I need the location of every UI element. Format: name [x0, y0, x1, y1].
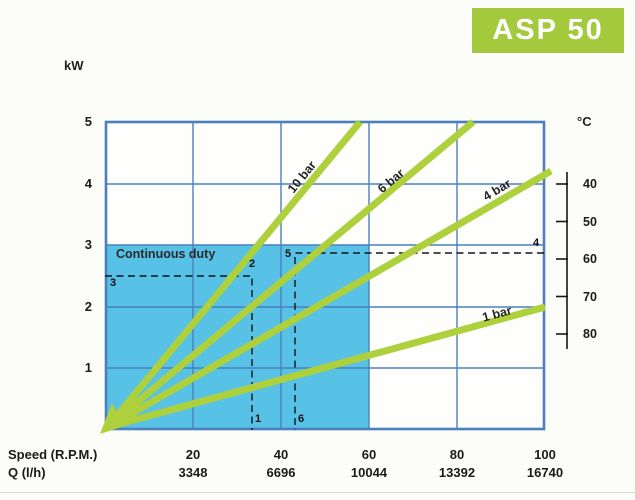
curve-4bar — [110, 167, 553, 429]
marker-2: 2 — [248, 258, 256, 270]
continuous-duty-label: Continuous duty — [116, 247, 216, 261]
speed-tick-60: 60 — [361, 447, 377, 462]
flow-tick-10044: 10044 — [350, 465, 388, 480]
marker-5: 5 — [284, 248, 292, 260]
speed-axis-label: Speed (R.P.M.) — [8, 447, 98, 462]
power-tick-3: 3 — [84, 237, 92, 252]
marker-6: 6 — [297, 413, 305, 425]
marker-3: 3 — [109, 277, 117, 289]
speed-tick-80: 80 — [449, 447, 465, 462]
marker-4: 4 — [532, 237, 540, 249]
curve-10bar — [108, 119, 363, 426]
pressure-curves — [108, 119, 553, 430]
temp-tick-50: 50 — [583, 215, 597, 229]
curves-origin-arrowhead-icon — [100, 403, 124, 434]
curve-1bar — [111, 303, 546, 430]
product-badge: ASP 50 — [472, 8, 624, 53]
temp-axis-unit-label: °C — [577, 114, 592, 129]
product-badge-label: ASP 50 — [492, 14, 604, 46]
speed-tick-100: 100 — [534, 447, 556, 462]
guide-point-456 — [294, 252, 544, 430]
flow-tick-3348: 3348 — [178, 465, 208, 480]
power-tick-4: 4 — [84, 176, 92, 191]
power-tick-1: 1 — [84, 360, 92, 375]
guide-point-123 — [105, 275, 253, 430]
flow-axis-label: Q (l/h) — [8, 465, 46, 480]
temp-tick-80: 80 — [583, 327, 597, 341]
curve-6bar — [108, 119, 476, 427]
temp-axis — [556, 172, 568, 349]
marker-1: 1 — [254, 413, 262, 425]
temp-tick-60: 60 — [583, 252, 597, 266]
flow-tick-13392: 13392 — [438, 465, 476, 480]
power-tick-5: 5 — [84, 114, 92, 129]
flow-tick-16740: 16740 — [526, 465, 564, 480]
temp-tick-70: 70 — [583, 290, 597, 304]
flow-tick-6696: 6696 — [266, 465, 296, 480]
speed-tick-40: 40 — [273, 447, 289, 462]
page-divider — [0, 492, 635, 493]
power-axis-unit-label: kW — [64, 58, 84, 73]
power-tick-2: 2 — [84, 299, 92, 314]
speed-tick-20: 20 — [185, 447, 201, 462]
temp-tick-40: 40 — [583, 177, 597, 191]
operating-point-guides — [105, 252, 544, 430]
